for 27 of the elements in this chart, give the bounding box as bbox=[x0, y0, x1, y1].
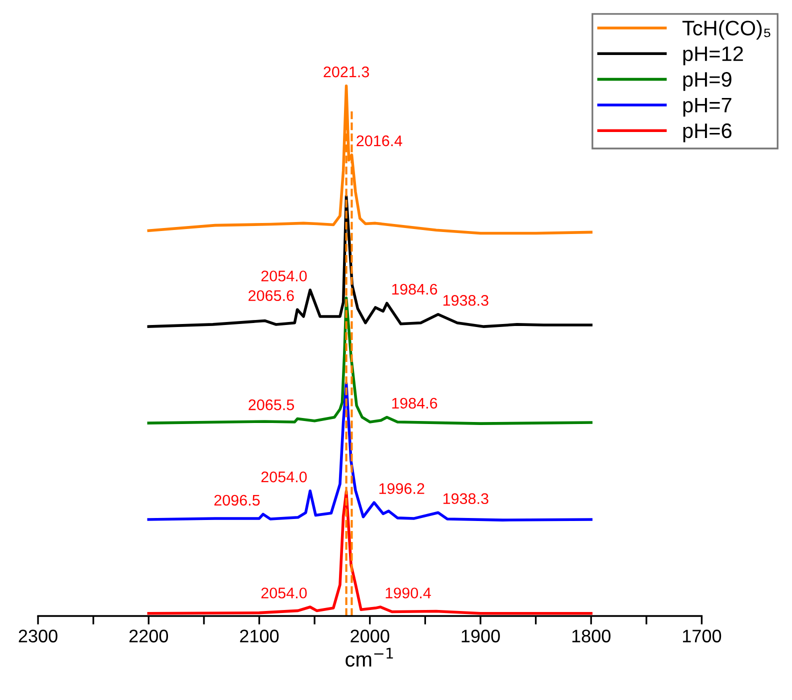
annotation: 2065.6 bbox=[248, 290, 294, 302]
annotation: 1984.6 bbox=[392, 284, 438, 295]
x-tick-label: 2000 bbox=[350, 630, 390, 642]
annotation: 2065.5 bbox=[248, 399, 294, 410]
annotation: 1984.6 bbox=[392, 398, 438, 409]
x-tick-label: 2300 bbox=[18, 630, 58, 642]
annotation: 2054.0 bbox=[261, 588, 307, 598]
x-axis-title: cm$^{−1}$ bbox=[346, 648, 393, 667]
legend-label: pH=9 bbox=[683, 72, 732, 91]
annotation: 2054.0 bbox=[261, 472, 307, 482]
legend-label: pH=6 bbox=[683, 123, 732, 142]
x-tick-label: 1800 bbox=[572, 630, 610, 642]
annotation: 1990.4 bbox=[386, 588, 431, 598]
annotation: 2016.4 bbox=[356, 135, 402, 146]
x-tick-label: 2100 bbox=[240, 630, 279, 642]
x-tick-label: 2200 bbox=[129, 630, 168, 642]
legend-label: TcH(CO)₅ bbox=[682, 20, 770, 40]
annotation: 2021.3 bbox=[324, 66, 369, 78]
annotation: 1996.2 bbox=[379, 483, 424, 494]
legend-label: pH=7 bbox=[683, 98, 732, 117]
annotation: 2054.0 bbox=[261, 270, 307, 282]
legend-label: pH=12 bbox=[683, 46, 743, 66]
annotation: 1938.3 bbox=[443, 493, 488, 504]
annotation: 1938.3 bbox=[443, 294, 488, 306]
x-tick-label: 1900 bbox=[462, 630, 500, 642]
annotation: 2096.5 bbox=[214, 494, 260, 506]
x-tick-label: 1700 bbox=[683, 630, 722, 642]
